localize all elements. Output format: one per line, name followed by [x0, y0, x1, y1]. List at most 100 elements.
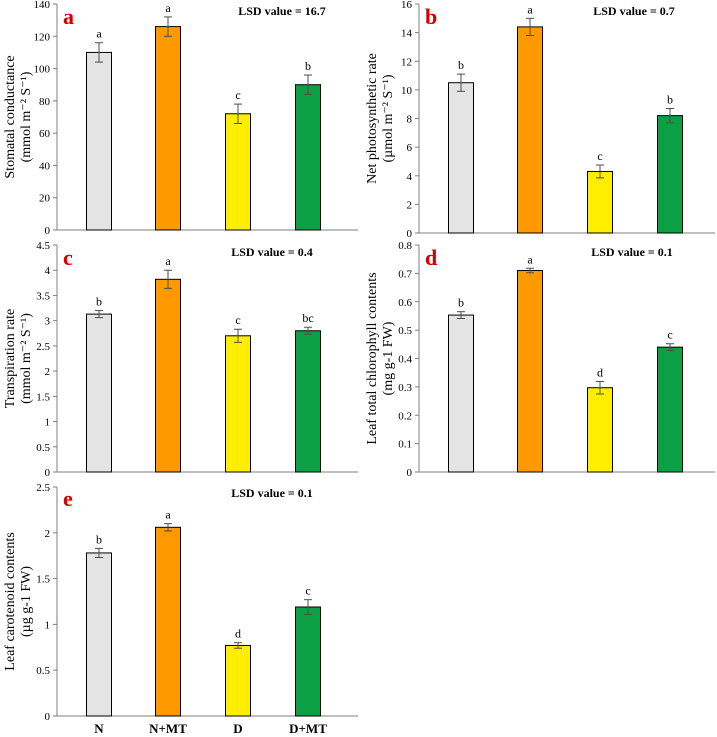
y-tick-label: 10 — [401, 85, 413, 97]
y-tick-label: 1 — [45, 417, 51, 429]
panel-d: 0 0.1 0.2 0.3 0.4 0.5 0.6 0.7 0.8 Leaf total chlo… — [365, 240, 715, 479]
panel-letter: b — [425, 4, 437, 29]
y-tick-label: 0.6 — [398, 297, 412, 309]
y-tick-label: 4.5 — [36, 240, 50, 252]
y-tick-label: 0.1 — [398, 439, 412, 451]
bar — [295, 330, 321, 473]
panel-letter: c — [63, 245, 73, 270]
bar — [295, 84, 321, 231]
y-tick-label: 8 — [407, 114, 413, 126]
bar — [517, 26, 543, 234]
y-tick-label: 0.4 — [398, 354, 412, 366]
bar — [657, 346, 683, 473]
y-tick-label: 0.2 — [398, 410, 412, 422]
significance-letter: a — [165, 254, 171, 268]
y-tick-label: 1 — [45, 619, 51, 631]
y-tick-label: 2 — [45, 366, 51, 378]
y-axis-title: (mg g-1 FW) — [381, 321, 396, 395]
bar — [587, 387, 613, 473]
bar — [225, 113, 251, 231]
bar — [155, 526, 181, 717]
bar — [225, 335, 251, 473]
y-axis-title: Leaf carotenoid contents — [3, 532, 18, 670]
significance-letter: c — [597, 149, 602, 163]
significance-letter: c — [235, 313, 240, 327]
bar — [86, 552, 112, 717]
lsd-label: LSD value = 0.1 — [231, 486, 313, 500]
y-tick-label: 0 — [407, 228, 413, 240]
y-axis-title: (µg g-1 FW) — [19, 566, 34, 637]
y-tick-label: 0 — [407, 467, 413, 479]
panel-letter: d — [425, 245, 437, 270]
y-tick-label: 0.5 — [36, 665, 50, 677]
bar — [86, 313, 112, 473]
y-tick-label: 14 — [401, 28, 413, 40]
lsd-label: LSD value = 0.1 — [591, 245, 673, 259]
y-tick-label: 0 — [45, 467, 51, 479]
y-axis-title: (µmol m⁻² S⁻¹) — [381, 74, 396, 162]
significance-letter: a — [165, 1, 171, 15]
y-axis-title: (mmol m⁻² S⁻¹) — [19, 313, 34, 404]
y-tick-label: 0.8 — [398, 240, 412, 252]
y-tick-label: 0 — [45, 225, 51, 237]
bar — [225, 644, 251, 717]
significance-letter: c — [235, 88, 240, 102]
y-tick-label: 2 — [407, 199, 413, 211]
y-tick-label: 0.5 — [398, 325, 412, 337]
bar — [587, 170, 613, 234]
y-axis-title: Stomatal conductance — [3, 55, 18, 178]
bar — [155, 278, 181, 473]
significance-letter: a — [165, 508, 171, 522]
y-tick-label: 80 — [39, 96, 51, 108]
y-tick-label: 0.7 — [398, 268, 412, 280]
y-tick-label: 2 — [45, 528, 51, 540]
significance-letter: d — [235, 627, 241, 641]
significance-letter: a — [527, 252, 533, 266]
y-axis-title: (mmol m⁻² S⁻¹) — [19, 71, 34, 162]
panel-c: 0 0.5 1 1.5 2 2.5 3 3.5 4 4.5 Transpiration rate (m… — [3, 240, 358, 479]
y-tick-label: 0 — [45, 711, 51, 723]
lsd-label: LSD value = 0.7 — [593, 4, 675, 18]
y-tick-label: 2.5 — [36, 482, 50, 494]
significance-letter: b — [667, 92, 673, 106]
y-tick-label: 140 — [34, 0, 51, 11]
significance-letter: bc — [302, 311, 313, 325]
y-tick-label: 2.5 — [36, 341, 50, 353]
y-tick-label: 3.5 — [36, 290, 50, 302]
y-axis-title: Net photosynthetic rate — [365, 53, 380, 184]
bar — [448, 82, 474, 234]
panel-e: 0 0.5 1 1.5 2 2.5 Leaf carotenoid contents (µg … — [3, 482, 358, 736]
bar — [448, 314, 474, 473]
significance-letter: a — [527, 2, 533, 16]
panel-letter: a — [63, 4, 74, 29]
y-tick-label: 60 — [39, 128, 51, 140]
y-tick-label: 6 — [407, 142, 413, 154]
y-axis-title: Leaf total chlorophyll contents — [365, 272, 380, 444]
y-tick-label: 0.5 — [36, 442, 50, 454]
category-label: N — [94, 721, 104, 736]
panel-a: 0 20 40 60 80 100 120 140 Stomatal conductance (m… — [3, 0, 358, 237]
y-tick-label: 100 — [34, 64, 51, 76]
y-axis-title: Transpiration rate — [3, 309, 18, 408]
category-label: N+MT — [149, 721, 187, 736]
significance-letter: b — [96, 295, 102, 309]
panel-b: 0 2 4 6 8 10 12 14 16 Net photosynthetic rate (µmo… — [365, 0, 715, 240]
y-tick-label: 1.5 — [36, 574, 50, 586]
y-tick-label: 40 — [39, 160, 51, 172]
lsd-label: LSD value = 16.7 — [238, 4, 326, 18]
significance-letter: c — [667, 328, 672, 342]
y-tick-label: 4 — [407, 171, 413, 183]
significance-letter: d — [597, 365, 603, 379]
bar — [517, 270, 543, 473]
bar — [657, 115, 683, 234]
y-tick-label: 0.3 — [398, 382, 412, 394]
y-tick-label: 4 — [45, 265, 51, 277]
bar — [86, 51, 112, 231]
panel-letter: e — [63, 486, 73, 511]
significance-letter: b — [96, 532, 102, 546]
category-label: D+MT — [289, 721, 327, 736]
y-tick-label: 20 — [39, 193, 51, 205]
y-tick-label: 1.5 — [36, 391, 50, 403]
bar — [155, 26, 181, 231]
y-tick-label: 120 — [34, 31, 51, 43]
